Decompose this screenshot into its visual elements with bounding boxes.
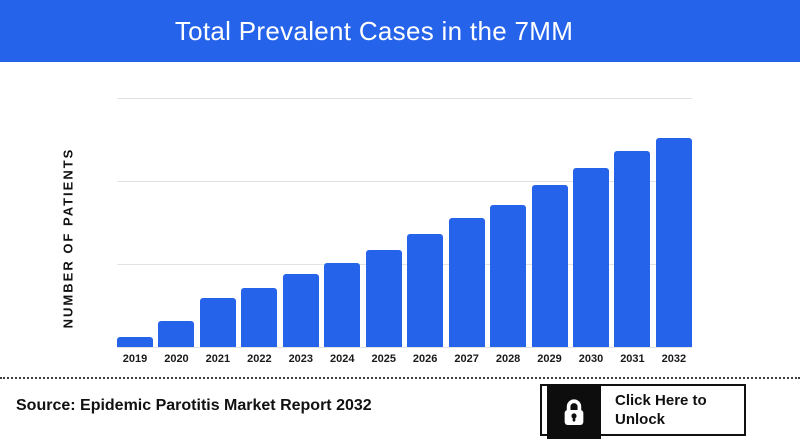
dotted-divider bbox=[0, 377, 800, 379]
x-tick-label-2023: 2023 bbox=[288, 353, 314, 365]
bar-2031 bbox=[614, 151, 651, 347]
x-tick-label-2025: 2025 bbox=[371, 353, 396, 365]
unlock-button[interactable]: Click Here to Unlock bbox=[540, 384, 746, 439]
x-tick-label-2031: 2031 bbox=[620, 353, 645, 365]
gridline bbox=[117, 181, 692, 182]
bar-2023 bbox=[282, 274, 319, 347]
y-axis-title: NUMBER OF PATIENTS bbox=[60, 147, 76, 329]
gridline bbox=[117, 347, 692, 348]
x-axis-labels: 2019 2020 2021 2022 2023 2024 2025 2026 2027 2028… bbox=[117, 353, 692, 365]
unlock-label-line2: Unlock bbox=[615, 411, 666, 428]
bar-2030 bbox=[572, 168, 609, 347]
x-tick-label-2020: 2020 bbox=[164, 353, 189, 365]
bar-2028 bbox=[490, 205, 527, 347]
x-tick-label-2032: 2032 bbox=[661, 353, 687, 365]
gridline bbox=[117, 98, 692, 99]
x-tick-label-2022: 2022 bbox=[247, 353, 272, 365]
bars-row bbox=[117, 98, 692, 347]
x-tick-label-2027: 2027 bbox=[454, 353, 479, 365]
bar-2029 bbox=[531, 185, 568, 347]
x-tick-label-2030: 2030 bbox=[578, 353, 604, 365]
bar-2027 bbox=[448, 218, 485, 347]
x-tick-label-2019: 2019 bbox=[122, 353, 148, 365]
bar-2021 bbox=[199, 298, 236, 347]
chart-title-bar: Total Prevalent Cases in the 7MM bbox=[0, 0, 800, 62]
bar-2022 bbox=[241, 288, 278, 347]
chart-title: Total Prevalent Cases in the 7MM bbox=[174, 15, 574, 46]
gridline bbox=[117, 264, 692, 265]
bar-2019 bbox=[117, 337, 153, 347]
lock-icon-box bbox=[547, 384, 601, 439]
unlock-label-line1: Click Here to bbox=[615, 392, 707, 409]
bar-2032 bbox=[655, 138, 692, 347]
plot-area bbox=[117, 98, 692, 348]
bar-2020 bbox=[158, 321, 195, 347]
bar-2025 bbox=[365, 250, 402, 347]
x-tick-label-2021: 2021 bbox=[205, 353, 231, 365]
x-tick-label-2024: 2024 bbox=[330, 353, 355, 365]
x-tick-label-2026: 2026 bbox=[412, 353, 438, 365]
bar-2024 bbox=[324, 263, 361, 347]
bar-2026 bbox=[407, 234, 444, 347]
x-tick-label-2029: 2029 bbox=[537, 353, 562, 365]
lock-icon bbox=[564, 398, 584, 425]
unlock-button-label: Click Here to Unlock bbox=[615, 391, 707, 429]
source-text: Source: Epidemic Parotitis Market Report… bbox=[16, 397, 372, 414]
x-tick-label-2028: 2028 bbox=[495, 353, 521, 365]
